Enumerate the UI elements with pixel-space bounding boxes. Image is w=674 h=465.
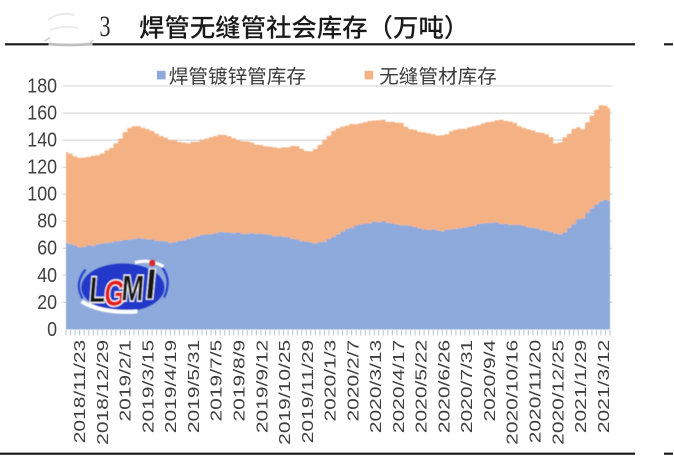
svg-text:G: G	[103, 273, 127, 314]
svg-text:2018/11/23: 2018/11/23	[71, 340, 89, 443]
svg-text:M: M	[120, 268, 145, 309]
svg-text:2021/3/12: 2021/3/12	[594, 340, 612, 433]
svg-text:2019/11/29: 2019/11/29	[298, 340, 316, 443]
svg-text:2020/4/17: 2020/4/17	[389, 340, 407, 433]
svg-text:60: 60	[37, 237, 57, 260]
svg-text:2019/5/31: 2019/5/31	[184, 340, 202, 433]
svg-text:0: 0	[47, 318, 57, 341]
svg-text:2020/11/20: 2020/11/20	[526, 340, 544, 443]
svg-text:2020/7/31: 2020/7/31	[458, 340, 476, 433]
svg-text:2020/3/13: 2020/3/13	[367, 340, 385, 433]
svg-text:2018/12/29: 2018/12/29	[93, 340, 111, 445]
svg-text:2019/2/1: 2019/2/1	[116, 340, 134, 422]
svg-text:2020/2/7: 2020/2/7	[344, 340, 362, 422]
svg-text:160: 160	[27, 102, 57, 125]
svg-text:2020/5/22: 2020/5/22	[412, 340, 430, 433]
svg-text:40: 40	[37, 264, 57, 287]
svg-text:80: 80	[37, 210, 57, 233]
svg-text:2019/10/25: 2019/10/25	[275, 340, 293, 445]
svg-text:2020/9/4: 2020/9/4	[480, 340, 498, 422]
svg-text:20: 20	[37, 291, 57, 314]
svg-text:L: L	[88, 269, 107, 310]
svg-text:2019/7/5: 2019/7/5	[207, 340, 225, 422]
svg-text:2020/6/26: 2020/6/26	[435, 340, 453, 433]
svg-text:180: 180	[27, 74, 57, 97]
svg-text:2020/12/25: 2020/12/25	[549, 340, 567, 445]
svg-text:2019/3/15: 2019/3/15	[139, 340, 157, 433]
svg-text:140: 140	[27, 129, 57, 152]
svg-text:2019/8/9: 2019/8/9	[230, 340, 248, 422]
svg-text:120: 120	[27, 156, 57, 179]
svg-text:2019/9/12: 2019/9/12	[253, 340, 271, 433]
svg-text:2020/1/3: 2020/1/3	[321, 340, 339, 422]
svg-text:2021/1/29: 2021/1/29	[571, 340, 589, 433]
svg-text:2019/4/19: 2019/4/19	[162, 340, 180, 433]
svg-text:100: 100	[27, 183, 57, 206]
svg-text:3: 3	[100, 10, 111, 43]
svg-text:2020/10/16: 2020/10/16	[503, 340, 521, 445]
